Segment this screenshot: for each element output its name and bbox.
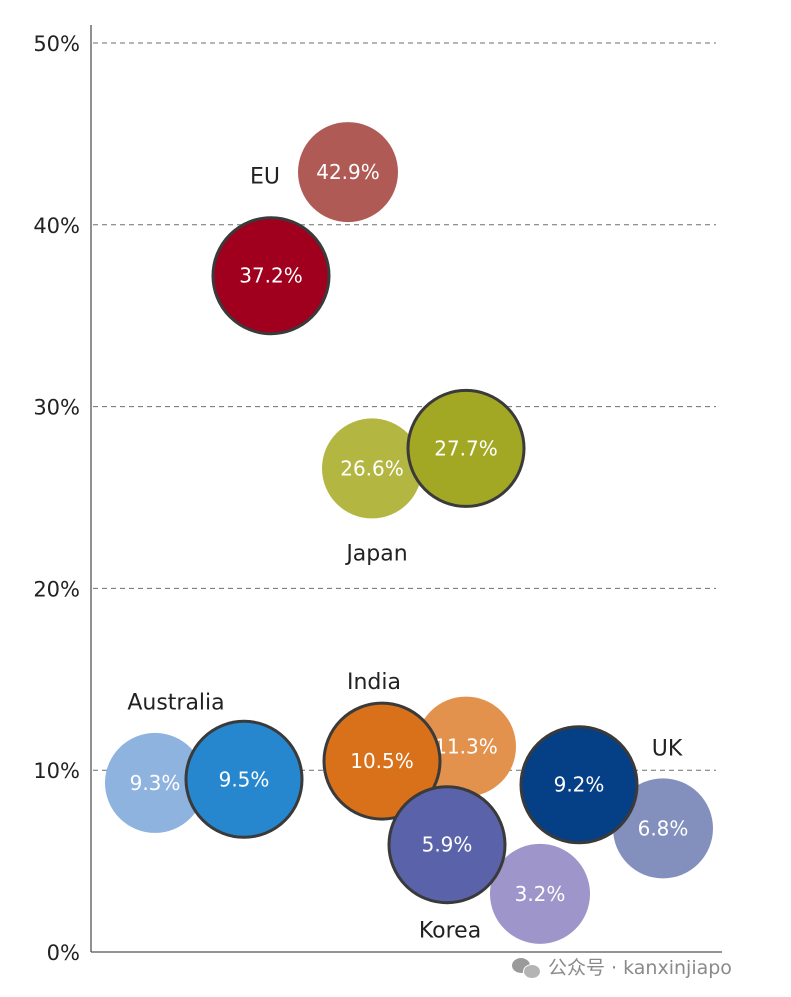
bubble-japan: 26.6% bbox=[322, 418, 422, 519]
bubble-circle bbox=[519, 725, 639, 845]
watermark-text: 公众号 · kanxinjiapo bbox=[548, 957, 732, 979]
country-label-korea: Korea bbox=[419, 919, 481, 944]
bubble-circle bbox=[322, 701, 442, 821]
y-tick-label: 10% bbox=[33, 759, 80, 783]
bubble-value-label: 9.3% bbox=[130, 771, 181, 795]
country-label-eu: EU bbox=[250, 165, 280, 190]
bubble-value-label: 37.2% bbox=[239, 264, 303, 288]
bubble-eu: 37.2% bbox=[211, 216, 331, 336]
bubble-korea: 3.2% bbox=[490, 843, 590, 944]
bubble-eu: 42.9% bbox=[298, 122, 398, 223]
bubble-circle bbox=[416, 696, 516, 797]
y-axis-ticks: 0% 10% 20% 30% 40% 50% bbox=[33, 32, 80, 965]
country-label-japan: Japan bbox=[344, 541, 407, 566]
bubble-value-label: 10.5% bbox=[350, 749, 414, 773]
bubble-india: 11.3% bbox=[416, 696, 516, 797]
bubble-value-label: 6.8% bbox=[638, 816, 689, 840]
bubble-value-label: 3.2% bbox=[515, 882, 566, 906]
country-label-australia: Australia bbox=[127, 690, 224, 715]
bubble-uk: 9.2% bbox=[519, 725, 639, 845]
bubble-value-label: 11.3% bbox=[434, 735, 498, 759]
bubble-circle bbox=[105, 732, 205, 833]
y-tick-label: 50% bbox=[33, 32, 80, 56]
y-tick-label: 30% bbox=[33, 396, 80, 420]
y-tick-label: 0% bbox=[47, 941, 80, 965]
bubble-value-label: 26.6% bbox=[340, 456, 404, 480]
country-label-india: India bbox=[347, 670, 401, 695]
bubble-korea: 5.9% bbox=[387, 785, 507, 905]
country-label-uk: UK bbox=[652, 737, 683, 762]
wechat-icon bbox=[512, 956, 542, 979]
bubble-value-label: 27.7% bbox=[434, 436, 498, 460]
y-tick-label: 20% bbox=[33, 577, 80, 601]
bubble-value-label: 42.9% bbox=[316, 160, 380, 184]
bubble-circle bbox=[406, 388, 526, 508]
bubble-australia: 9.3% bbox=[105, 732, 205, 833]
bubble-india: 10.5% bbox=[322, 701, 442, 821]
bubble-circle bbox=[211, 216, 331, 336]
watermark: 公众号 · kanxinjiapo bbox=[512, 953, 732, 980]
country-labels: EU Japan India Australia Korea UK bbox=[127, 165, 683, 944]
bubble-circle bbox=[298, 122, 398, 223]
bubble-japan: 27.7% bbox=[406, 388, 526, 508]
bubble-uk: 6.8% bbox=[613, 778, 713, 879]
bubbles: 42.9% 37.2% 26.6% 27.7% 11.3% 10.5% 9.3% 9.5% 3.… bbox=[105, 122, 713, 944]
bubble-value-label: 9.5% bbox=[219, 767, 270, 791]
bubble-value-label: 9.2% bbox=[554, 773, 605, 797]
bubble-australia: 9.5% bbox=[184, 719, 304, 839]
bubble-circle bbox=[387, 785, 507, 905]
bubble-value-label: 5.9% bbox=[422, 833, 473, 857]
grid-lines bbox=[93, 42, 716, 771]
bubble-circle bbox=[490, 843, 590, 944]
bubble-circle bbox=[322, 418, 422, 519]
y-tick-label: 40% bbox=[33, 214, 80, 238]
bubble-circle bbox=[613, 778, 713, 879]
bubble-circle bbox=[184, 719, 304, 839]
